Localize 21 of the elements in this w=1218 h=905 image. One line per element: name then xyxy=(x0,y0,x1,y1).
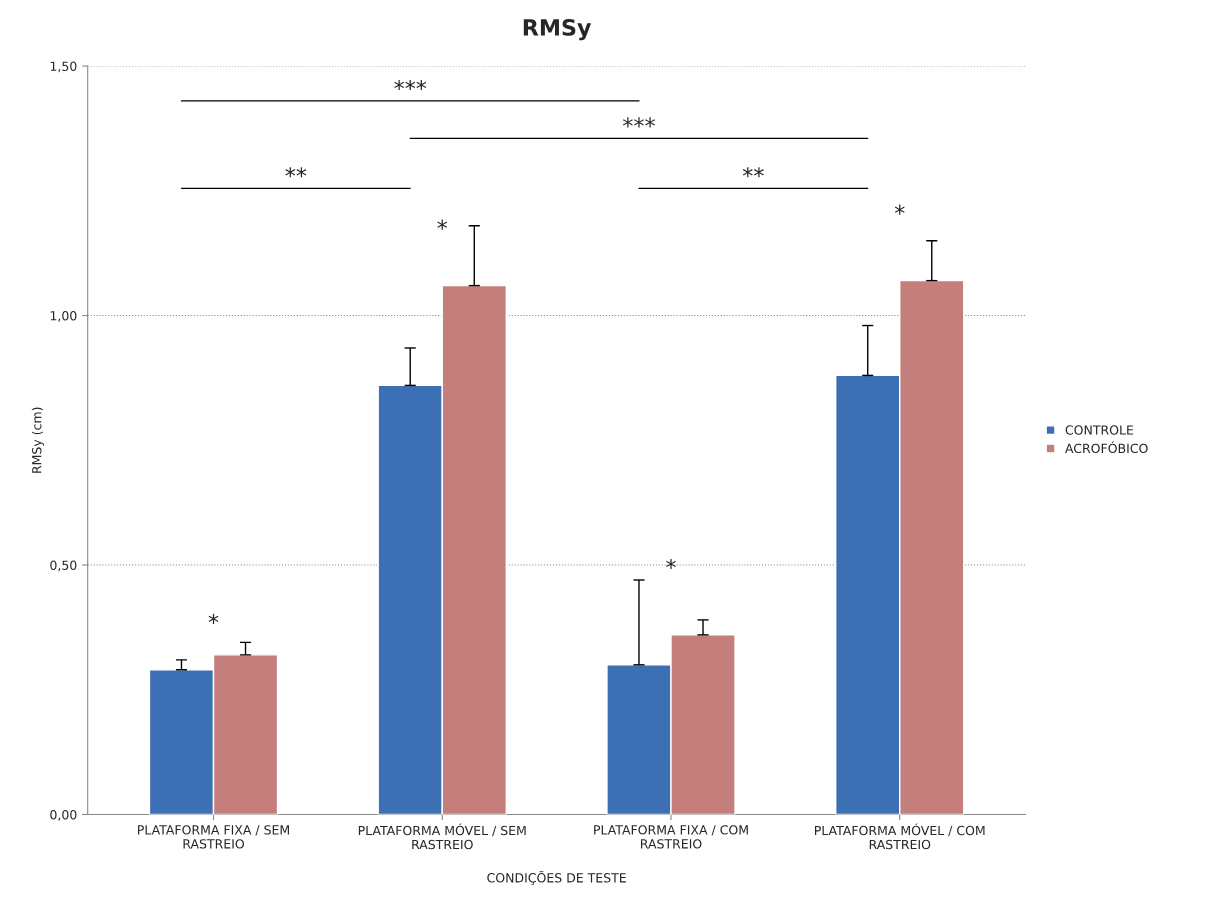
y-tick-label: 1,50 xyxy=(50,61,77,73)
x-tick-label: PLATAFORMA FIXA / SEM RASTREIO xyxy=(138,825,289,849)
y-tick-label: 0,00 xyxy=(50,809,77,821)
annotation: * xyxy=(437,219,448,230)
y-tick-label: 1,00 xyxy=(50,311,77,322)
legend-label: CONTROLE xyxy=(1065,425,1134,435)
annotation: * xyxy=(894,204,905,215)
annotation: *** xyxy=(394,79,427,91)
x-tick-label: PLATAFORMA MÓVEL / SEM RASTREIO xyxy=(358,823,526,850)
annotation: * xyxy=(208,613,219,624)
chart-title: RMSy xyxy=(523,19,592,41)
y-tick-label: 0,50 xyxy=(50,560,77,572)
x-axis-title: CONDIÇÕES DE TESTE xyxy=(487,870,626,885)
annotation: ** xyxy=(285,167,307,178)
annotation: ** xyxy=(742,167,764,178)
legend-label: ACROFÓBICO xyxy=(1065,441,1148,454)
y-axis-title: RMSy (cm) xyxy=(31,407,44,473)
annotation: *** xyxy=(622,117,655,128)
x-tick-label: PLATAFORMA FIXA / COM RASTREIO xyxy=(594,825,748,849)
x-tick-label: PLATAFORMA MÓVEL / COM RASTREIO xyxy=(815,823,985,850)
annotation: * xyxy=(666,558,676,570)
